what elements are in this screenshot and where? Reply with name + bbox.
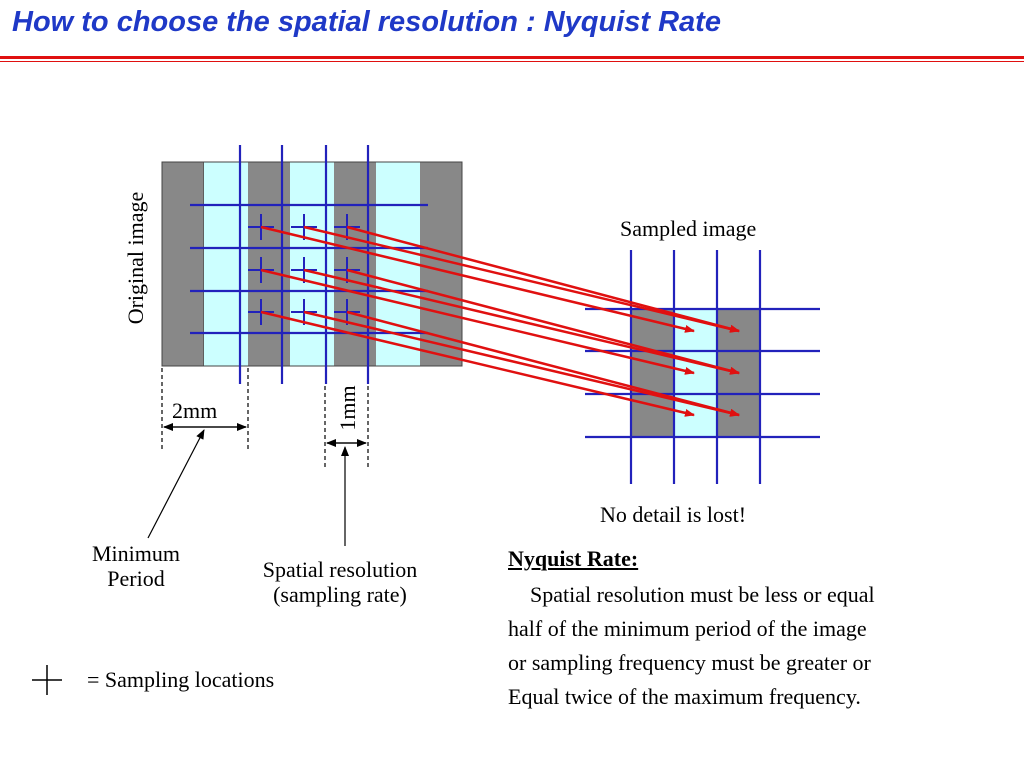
minimum-period-label: Minimum Period: [70, 541, 202, 592]
no-detail-label: No detail is lost!: [600, 502, 747, 527]
legend-sampling-cross-icon: [32, 665, 62, 695]
spatial-resolution-line-2: (sampling rate): [273, 582, 407, 608]
minimum-period-line-1: Minimum: [91, 541, 180, 566]
slide-title: How to choose the spatial resolution : N…: [12, 6, 721, 38]
spatial-resolution-line-1: Spatial resolution: [262, 557, 418, 582]
nyquist-line-4: Equal twice of the maximum frequency.: [508, 684, 861, 709]
nyquist-line-2: half of the minimum period of the image: [508, 616, 867, 641]
title-rule: [0, 56, 1024, 59]
one-mm-label: 1mm: [335, 385, 360, 430]
nyquist-description: Spatial resolution must be less or equal…: [508, 578, 1008, 714]
legend-label: = Sampling locations: [87, 667, 275, 692]
nyquist-line-1: Spatial resolution must be less or equal: [530, 582, 875, 607]
title-rule-thin: [0, 61, 1024, 62]
minimum-period-line-2: Period: [107, 566, 165, 592]
original-image-label: Original image: [123, 192, 148, 325]
dimension-markers: [147, 368, 369, 546]
original-sampling-grid: [190, 145, 428, 384]
sampled-image: [630, 308, 761, 438]
sampled-image-label: Sampled image: [620, 216, 757, 241]
nyquist-line-3: or sampling frequency must be greater or: [508, 650, 871, 675]
spatial-resolution-label: Spatial resolution (sampling rate): [230, 557, 450, 608]
mapping-arrows: [260, 225, 740, 417]
nyquist-heading: Nyquist Rate:: [508, 546, 639, 571]
two-mm-label: 2mm: [172, 398, 218, 423]
